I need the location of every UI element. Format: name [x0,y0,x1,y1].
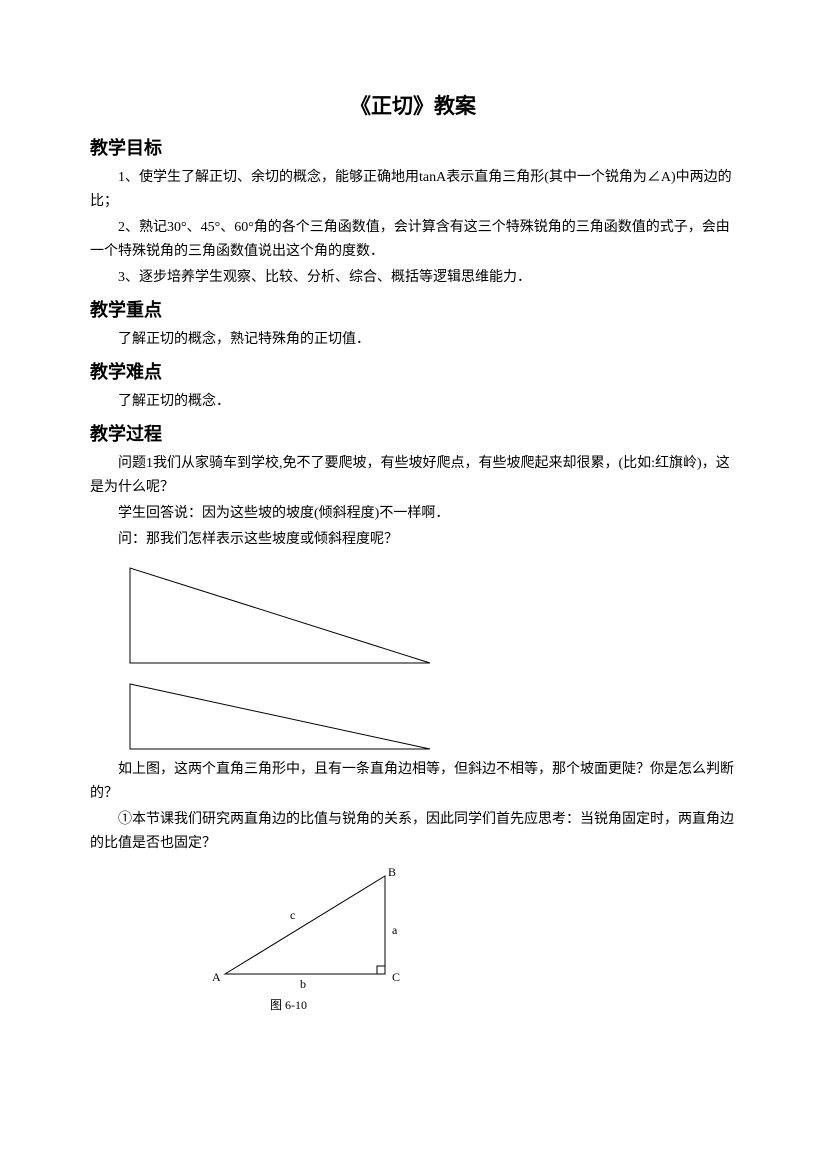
labeled-triangle-shape [225,876,385,974]
side-b-label: b [300,977,306,991]
heading-focus: 教学重点 [90,296,736,322]
heading-goal: 教学目标 [90,134,736,160]
process-paragraph-4: 如上图，这两个直角三角形中，且有一条直角边相等，但斜边不相等，那个坡面更陡？你是… [90,758,736,806]
side-a-label: a [392,923,398,937]
process-paragraph-2: 学生回答说：因为这些坡的坡度(倾斜程度)不一样啊． [90,502,736,526]
page-document: 《正切》教案 教学目标 1、使学生了解正切、余切的概念，能够正确地用tanA表示… [0,0,826,1169]
difficult-paragraph-1: 了解正切的概念． [90,390,736,414]
side-c-label: c [290,908,295,922]
labeled-triangle-svg: A B C c a b [210,864,420,994]
vertex-a-label: A [212,970,221,984]
goal-paragraph-2: 2、熟记30°、45°、60°角的各个三角函数值，会计算含有这三个特殊锐角的三角… [90,216,736,264]
heading-difficult: 教学难点 [90,358,736,384]
heading-process: 教学过程 [90,420,736,446]
figure-triangle-2 [120,674,736,754]
right-angle-marker [377,966,385,974]
goal-paragraph-1: 1、使学生了解正切、余切的概念，能够正确地用tanA表示直角三角形(其中一个锐角… [90,166,736,214]
vertex-b-label: B [388,865,396,879]
document-title: 《正切》教案 [90,90,736,120]
figure-labeled-triangle: A B C c a b 图 6-10 [210,864,736,1013]
triangle-1-shape [130,568,430,663]
focus-paragraph-1: 了解正切的概念，熟记特殊角的正切值． [90,328,736,352]
triangle-2-shape [130,684,430,749]
figure-triangle-1 [120,558,736,668]
process-paragraph-1: 问题1我们从家骑车到学校,免不了要爬坡，有些坡好爬点，有些坡爬起来却很累，(比如… [90,452,736,500]
vertex-c-label: C [392,970,400,984]
triangle-1-svg [120,558,440,668]
process-paragraph-3: 问：那我们怎样表示这些坡度或倾斜程度呢？ [90,528,736,552]
triangle-2-svg [120,674,440,754]
goal-paragraph-3: 3、逐步培养学生观察、比较、分析、综合、概括等逻辑思维能力． [90,266,736,290]
figure-caption: 图 6-10 [270,996,736,1013]
process-paragraph-5: ①本节课我们研究两直角边的比值与锐角的关系，因此同学们首先应思考：当锐角固定时，… [90,808,736,856]
